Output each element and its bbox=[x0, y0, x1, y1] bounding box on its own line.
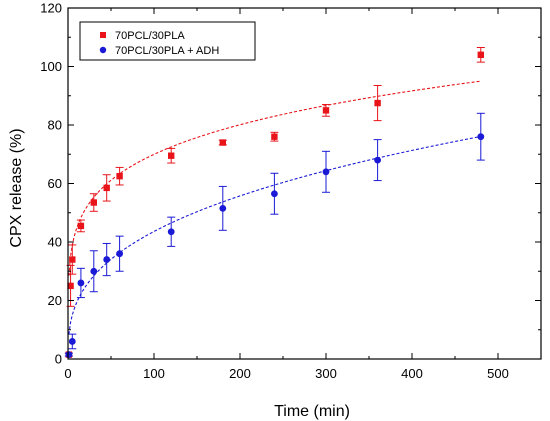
data-point-series-1 bbox=[103, 184, 110, 192]
y-tick-label: 0 bbox=[55, 352, 62, 367]
data-point-series-2 bbox=[103, 256, 111, 263]
data-point-series-2 bbox=[68, 338, 76, 345]
x-tick-label: 100 bbox=[143, 366, 165, 381]
data-point-series-2 bbox=[271, 190, 278, 198]
y-tick-label: 100 bbox=[40, 59, 62, 74]
fit-curve-series-1 bbox=[68, 80, 481, 276]
data-point-series-2 bbox=[219, 204, 227, 212]
legend: 70PCL/30PLA 70PCL/30PLA + ADH bbox=[79, 21, 256, 61]
data-point-series-1 bbox=[90, 199, 97, 206]
data-point-series-1 bbox=[322, 107, 330, 114]
plot-frame bbox=[67, 7, 542, 360]
data-point-series-2 bbox=[77, 279, 85, 287]
y-tick-label: 120 bbox=[40, 1, 62, 16]
legend-marker-series-1 bbox=[100, 32, 106, 38]
legend-marker-series-2 bbox=[99, 46, 107, 54]
y-tick-label: 80 bbox=[48, 118, 62, 133]
y-axis-title: CPX release (%) bbox=[8, 128, 25, 247]
data-point-series-1 bbox=[67, 282, 74, 290]
data-point-series-1 bbox=[69, 256, 76, 263]
fit-curve-series-2 bbox=[68, 135, 481, 335]
data-point-series-2 bbox=[90, 267, 98, 275]
data-point-series-1 bbox=[271, 133, 278, 140]
data-point-series-1 bbox=[168, 152, 175, 159]
data-point-series-1 bbox=[77, 222, 85, 230]
data-point-series-2 bbox=[477, 133, 485, 141]
y-tick-label: 40 bbox=[48, 235, 62, 250]
x-tick-label: 400 bbox=[401, 366, 423, 381]
y-tick-label: 60 bbox=[48, 176, 62, 191]
data-point-series-2 bbox=[65, 351, 73, 359]
x-tick-label: 500 bbox=[487, 366, 509, 381]
data-point-series-2 bbox=[322, 168, 330, 176]
chart-marks bbox=[64, 46, 485, 359]
data-point-series-1 bbox=[374, 99, 381, 107]
data-point-series-1 bbox=[219, 139, 226, 146]
chart-axes: 0 100 200 300 400 500 0 20 40 60 80 100 120 bbox=[40, 1, 542, 381]
data-point-series-2 bbox=[374, 156, 381, 164]
x-tick-label: 0 bbox=[64, 366, 71, 381]
x-tick-label: 300 bbox=[315, 366, 337, 381]
x-tick-label: 200 bbox=[229, 366, 251, 381]
x-axis-title: Time (min) bbox=[274, 403, 350, 420]
data-point-series-2 bbox=[167, 228, 175, 236]
y-tick-label: 20 bbox=[48, 293, 62, 308]
data-point-series-2 bbox=[116, 250, 123, 258]
legend-label-series-2: 70PCL/30PLA + ADH bbox=[115, 45, 219, 57]
data-point-series-1 bbox=[116, 172, 123, 180]
legend-label-series-1: 70PCL/30PLA bbox=[115, 30, 185, 42]
legend-box bbox=[79, 21, 256, 61]
data-point-series-1 bbox=[477, 51, 484, 58]
